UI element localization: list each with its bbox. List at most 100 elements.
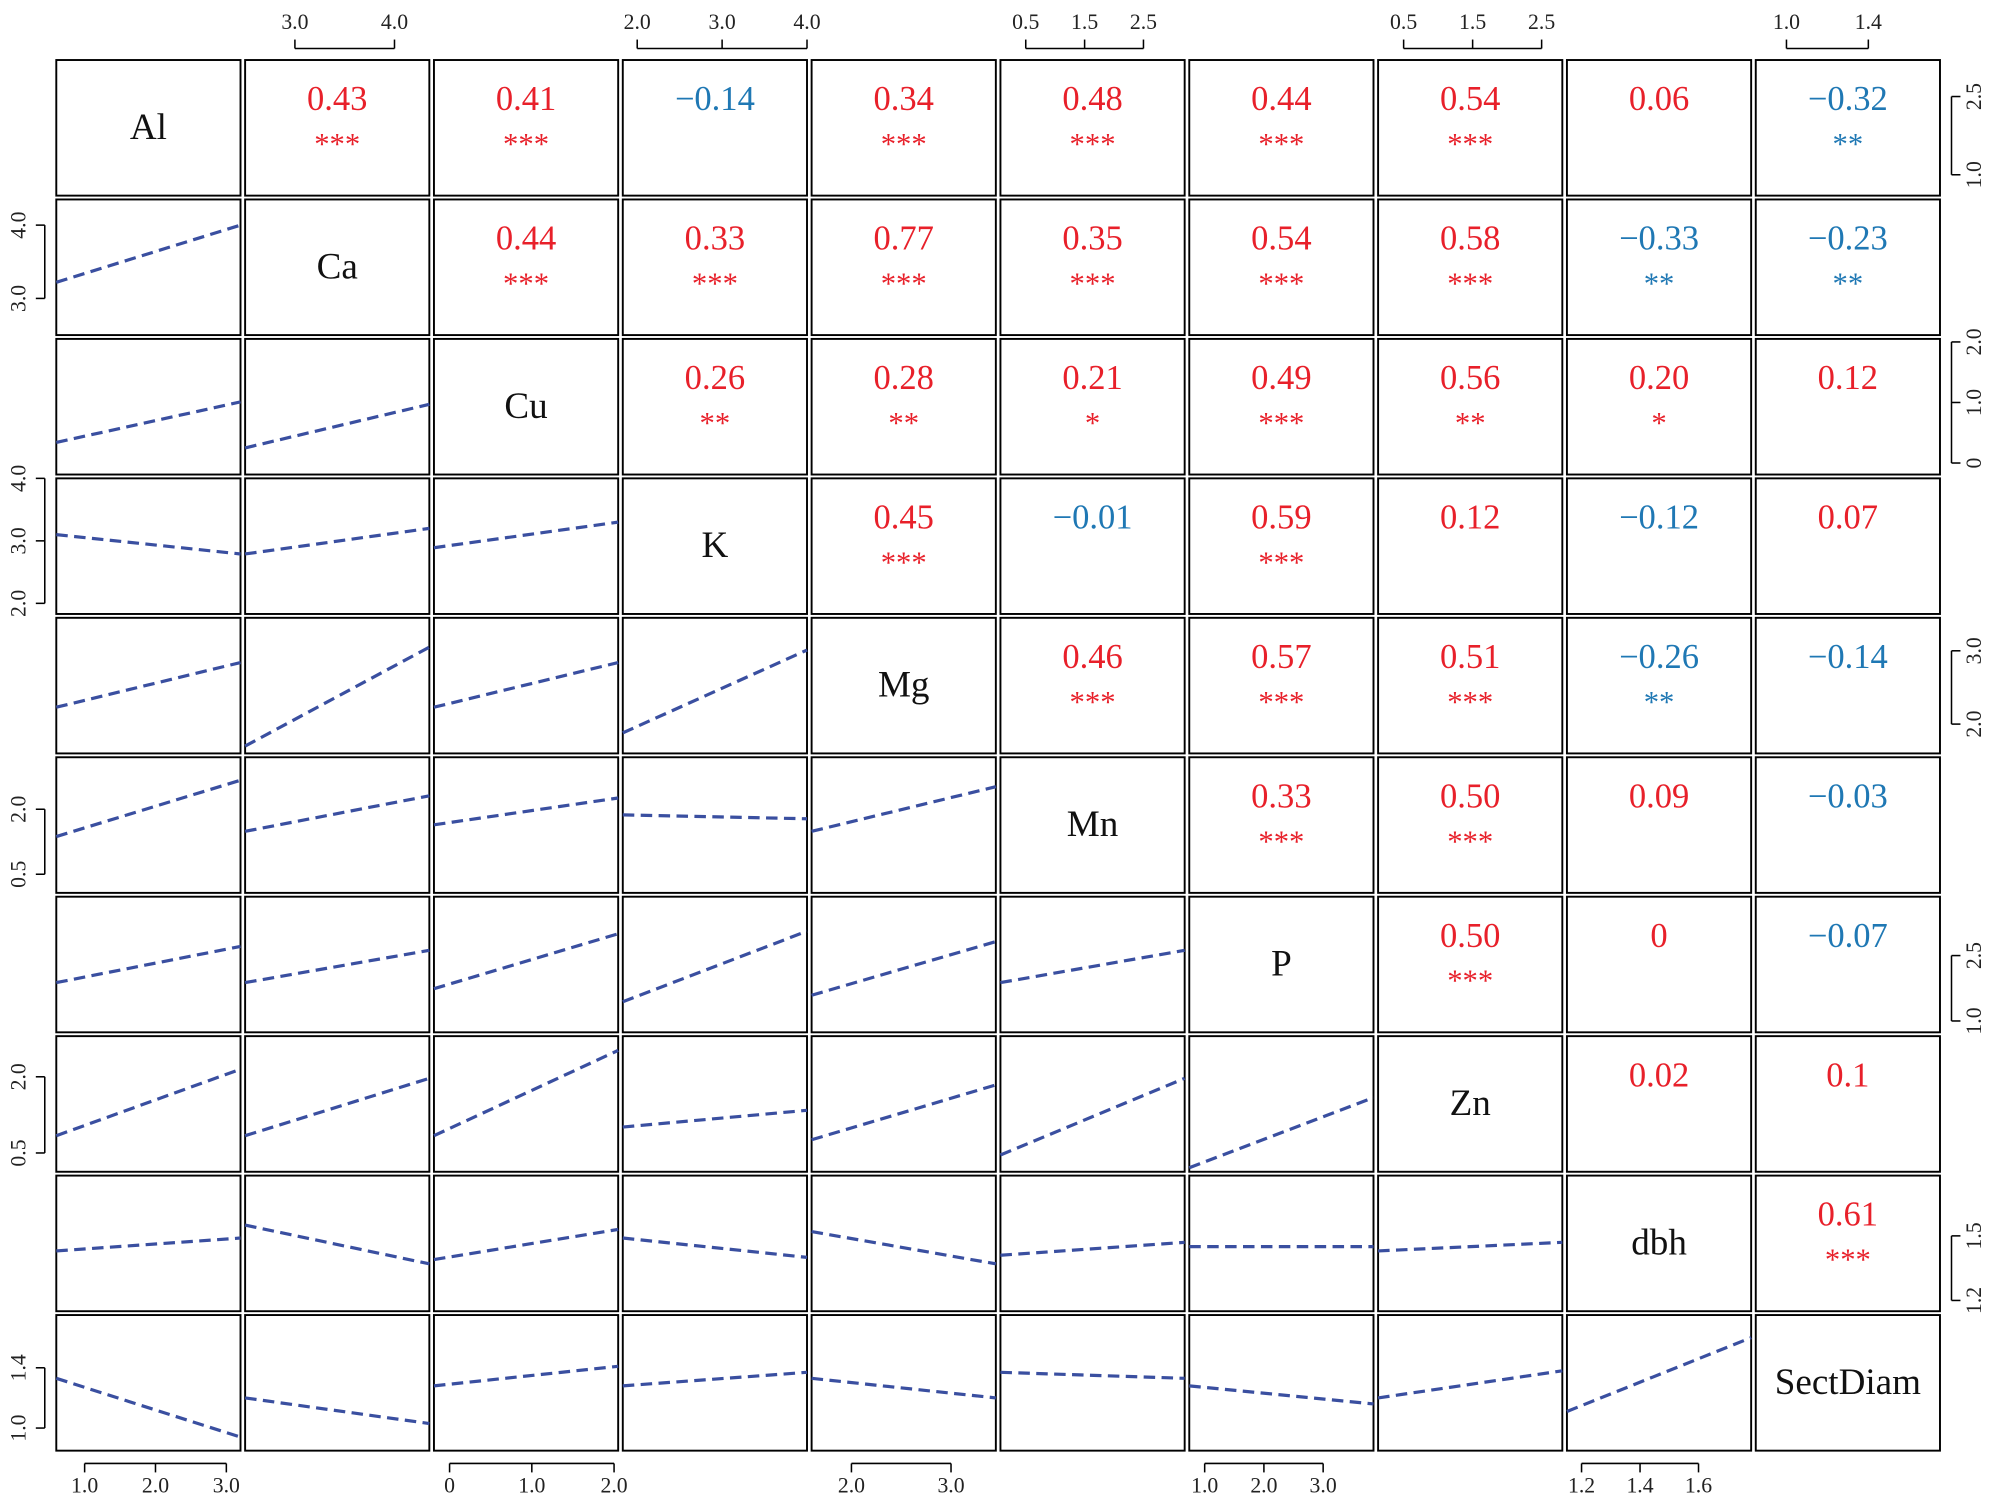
correlation-value: 0.12 [1818, 359, 1878, 397]
panel-frame [1754, 477, 1941, 615]
panel-frame [1377, 59, 1564, 197]
regression-line [1377, 1369, 1563, 1400]
correlation-value: 0.48 [1062, 80, 1122, 118]
regression-line [55, 660, 241, 709]
x-tick-label: 0 [444, 1474, 455, 1498]
regression-line [1000, 1370, 1185, 1380]
significance-stars: *** [1258, 406, 1304, 440]
significance-stars: *** [1070, 685, 1116, 719]
variable-name: P [1271, 944, 1292, 985]
panel-frame [999, 1035, 1186, 1173]
panel-frame [621, 59, 808, 197]
panel-frame [999, 477, 1186, 615]
regression-line [244, 526, 430, 556]
correlation-value: −0.23 [1808, 220, 1888, 258]
panel-frame [55, 1314, 242, 1452]
panel-frame [999, 895, 1186, 1034]
panel-frame [1188, 477, 1375, 615]
significance-stars: * [1085, 406, 1100, 440]
panel-frame [621, 198, 808, 337]
panel-frame [1188, 1174, 1375, 1313]
variable-name: K [701, 525, 728, 566]
panel-frame [432, 895, 620, 1034]
panel-frame [1188, 616, 1375, 755]
y-tick-label: 2.0 [6, 1063, 30, 1090]
x-tick-label: 1.0 [71, 1474, 98, 1498]
panel-frame [1377, 616, 1564, 755]
panel-frame [55, 895, 242, 1034]
panel-frame [810, 198, 997, 337]
x-tick-label: 2.0 [624, 10, 651, 34]
regression-line [55, 223, 241, 284]
regression-line [244, 1223, 430, 1266]
variable-name: Ca [317, 246, 358, 287]
significance-stars: *** [1070, 267, 1116, 301]
x-tick-label: 0.5 [1390, 10, 1417, 34]
panel-frame [432, 337, 620, 476]
correlation-value: −0.33 [1619, 220, 1699, 258]
y-tick-label: 2.0 [6, 796, 30, 823]
significance-stars: *** [881, 267, 927, 301]
variable-name: Cu [504, 386, 547, 427]
regression-line [244, 794, 430, 833]
regression-line [1000, 1240, 1185, 1257]
variable-name: Mg [878, 665, 930, 706]
panel-frame [1188, 1035, 1375, 1173]
panel-frame [1754, 1314, 1941, 1452]
panel-frame [1754, 616, 1941, 755]
panel-frame [1377, 1174, 1564, 1313]
y-tick-label: 1.0 [1962, 389, 1986, 416]
y-tick-label: 4.0 [6, 465, 30, 492]
x-tick-label: 1.0 [1773, 10, 1800, 34]
significance-stars: *** [1258, 685, 1304, 719]
panel-frame [244, 616, 431, 755]
panel-frame [55, 477, 242, 615]
x-tick-label: 1.5 [1071, 10, 1098, 34]
y-tick-label: 0.5 [6, 1139, 30, 1166]
correlation-value: 0.77 [874, 220, 934, 258]
x-tick-label: 1.5 [1459, 10, 1486, 34]
regression-line [55, 400, 241, 444]
regression-line [244, 1076, 430, 1138]
panel-frame [1377, 337, 1564, 476]
significance-stars: ** [1644, 685, 1675, 719]
regression-line [999, 1076, 1186, 1157]
regression-line [244, 645, 431, 748]
y-tick-label: 0 [1962, 457, 1986, 468]
x-tick-label: 3.0 [1310, 1474, 1337, 1498]
correlation-value: 0.54 [1251, 220, 1311, 258]
correlation-value: −0.12 [1619, 499, 1699, 537]
significance-stars: ** [1833, 267, 1864, 301]
regression-line [1189, 1384, 1374, 1406]
panel-frame [1565, 756, 1753, 894]
panel-frame [1565, 198, 1753, 337]
correlation-value: 0.26 [685, 359, 745, 397]
panel-frame [1188, 756, 1375, 894]
x-tick-label: 3.0 [709, 10, 736, 34]
significance-stars: * [1651, 406, 1666, 440]
correlation-value: 0.46 [1062, 638, 1122, 676]
x-tick-label: 2.0 [1250, 1474, 1277, 1498]
correlation-value: 0.33 [685, 220, 745, 258]
correlation-value: 0 [1650, 917, 1667, 955]
panel-frame [1565, 59, 1753, 197]
regression-line [55, 944, 241, 985]
correlation-value: −0.14 [1808, 638, 1888, 676]
panel-frame [1188, 1314, 1375, 1452]
regression-line [622, 929, 808, 1004]
significance-stars: *** [1825, 1243, 1871, 1277]
panel-frame [1188, 895, 1375, 1034]
y-tick-label: 3.0 [6, 527, 30, 554]
y-tick-label: 2.0 [6, 590, 30, 617]
significance-stars: *** [1447, 127, 1493, 161]
correlation-value: −0.14 [675, 80, 755, 118]
significance-stars: *** [1258, 824, 1304, 858]
y-tick-label: 1.0 [1962, 161, 1986, 188]
regression-line [244, 1396, 430, 1426]
panel-frame [1565, 1035, 1753, 1173]
panel-frame [810, 1035, 997, 1173]
x-tick-label: 1.2 [1568, 1474, 1595, 1498]
regression-line [433, 1227, 619, 1262]
